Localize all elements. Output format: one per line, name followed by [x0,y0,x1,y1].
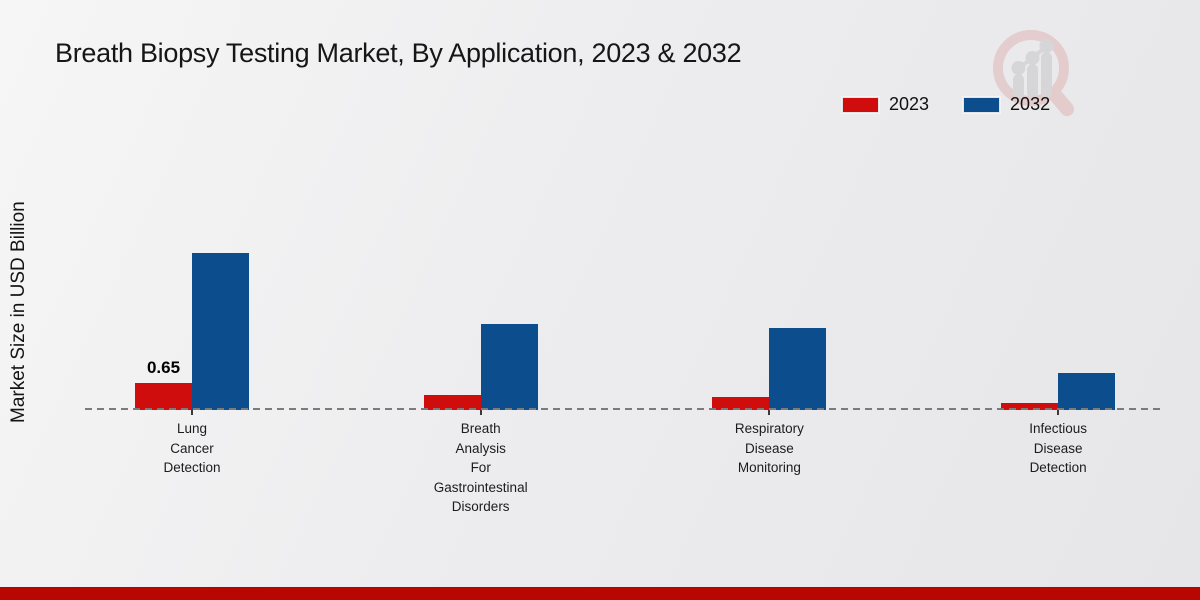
footer-accent-bar [0,587,1200,600]
x-axis-tick [191,410,193,415]
bar-2032-infectious-disease-detection [1058,373,1116,410]
legend-swatch-2023 [841,95,880,114]
bar-2023-lung-cancer-detection [135,383,192,410]
legend-label-2023: 2023 [889,94,930,114]
legend-item-2032: 2032 [962,94,1051,115]
bar-2032-respiratory-disease-monitoring [769,328,827,410]
category-label-respiratory-disease-monitoring: Respiratory Disease Monitoring [734,421,804,475]
x-axis-baseline [85,408,1165,410]
x-axis-tick [1057,410,1060,415]
chart-title: Breath Biopsy Testing Market, By Applica… [55,38,742,68]
legend-label-2032: 2032 [1010,94,1051,114]
bar-value-label: 0.65 [146,358,181,378]
x-axis-tick [479,410,482,415]
bar-2023-breath-analysis-for-gastrointestinal-disorders [423,395,481,410]
category-label-lung-cancer-detection: Lung Cancer Detection [163,421,221,475]
x-axis-tick [768,410,771,415]
chart-legend: 2023 2032 [841,94,1051,115]
category-label-breath-analysis-for-gastrointestinal-disorders: Breath Analysis For Gastrointestinal Dis… [433,421,528,514]
bar-2023-infectious-disease-detection [1001,403,1059,410]
bar-2032-lung-cancer-detection [192,253,249,410]
bar-2023-respiratory-disease-monitoring [712,397,770,410]
bar-2032-breath-analysis-for-gastrointestinal-disorders [480,324,538,410]
category-label-infectious-disease-detection: Infectious Disease Detection [1029,421,1087,475]
legend-swatch-2032 [962,95,1002,114]
legend-item-2023: 2023 [841,94,930,115]
